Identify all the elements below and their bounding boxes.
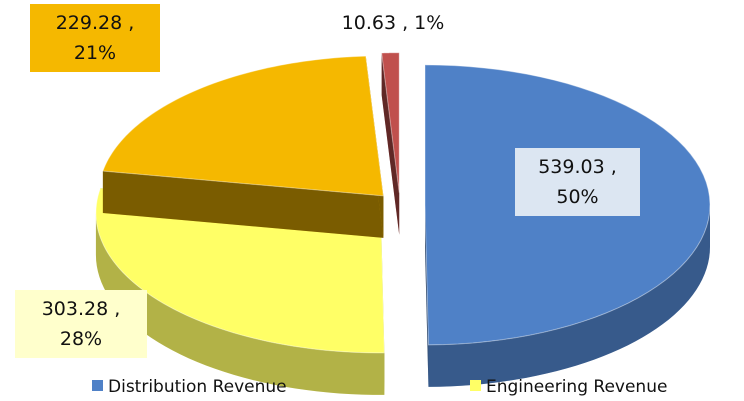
data-label: 539.03 , 50%: [515, 148, 640, 216]
pie-slice: [102, 55, 384, 197]
data-label: 303.28 , 28%: [15, 290, 147, 358]
data-label: 10.63 , 1%: [341, 12, 445, 34]
slice-side: [428, 204, 710, 387]
legend-label: Distribution Revenue: [108, 377, 287, 397]
legend-swatch: [92, 380, 103, 391]
legend-label: Engineering Revenue: [486, 377, 667, 397]
slice-wall-shade: [102, 171, 384, 238]
slice-side: [95, 212, 385, 395]
slice-side-shade: [95, 212, 385, 395]
pie-slice: [381, 52, 400, 193]
data-label: 229.28 , 21%: [30, 4, 160, 72]
slice-wall-shade: [381, 52, 400, 235]
slice-wall-shade: [424, 204, 429, 387]
legend-swatch: [470, 380, 481, 391]
slice-side-shade: [428, 204, 710, 387]
